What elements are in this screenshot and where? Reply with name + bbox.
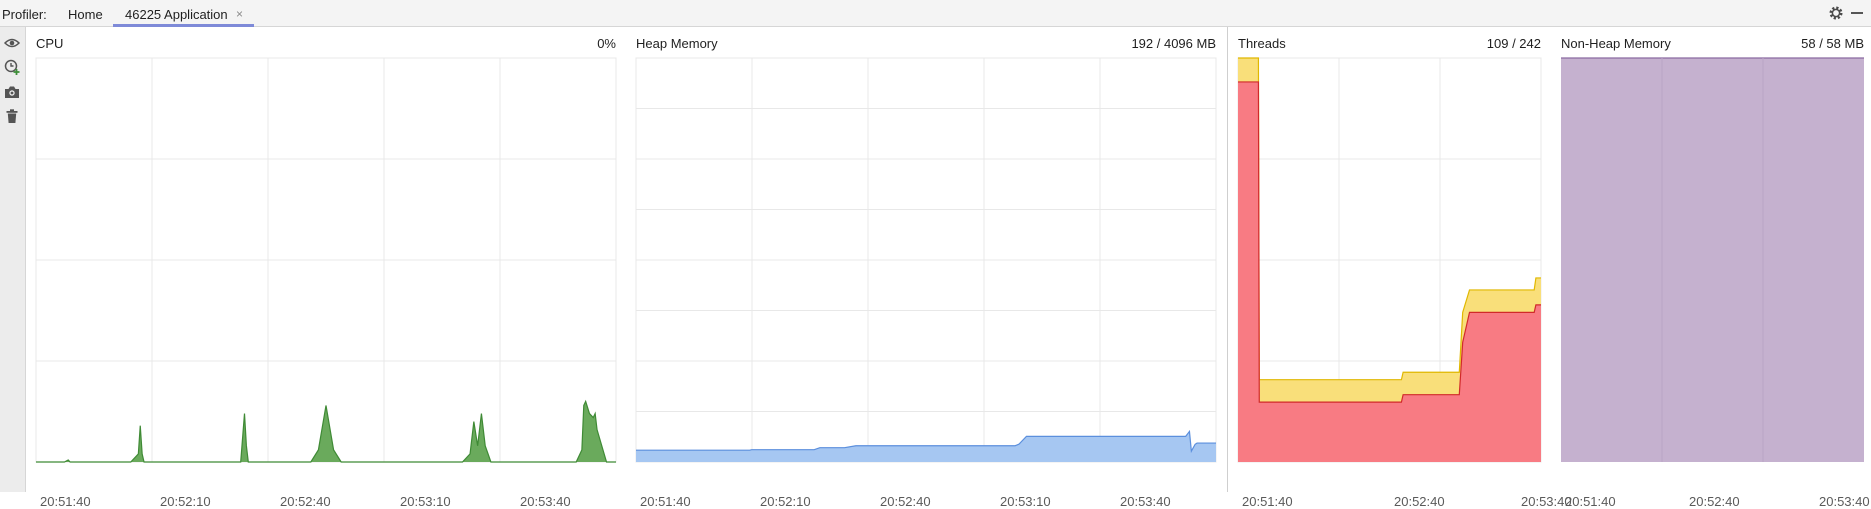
threads-x-tick: 20:51:40 [1242, 494, 1293, 509]
profiler-tab-bar: Profiler: Home 46225 Application × [0, 0, 1871, 27]
tab-application[interactable]: 46225 Application [125, 7, 228, 22]
cpu-x-tick: 20:53:10 [400, 494, 451, 509]
threads-x-tick: 20:52:40 [1394, 494, 1445, 509]
gear-icon[interactable] [1828, 5, 1844, 21]
cpu-x-tick: 20:52:10 [160, 494, 211, 509]
cpu-x-tick: 20:53:40 [520, 494, 571, 509]
nonheap-series-area [1561, 58, 1864, 462]
tab-home[interactable]: Home [68, 7, 103, 22]
threads-value: 109 / 242 [1486, 36, 1541, 51]
threads-chart [1237, 57, 1542, 463]
cpu-series-line [36, 399, 616, 463]
minimize-icon[interactable] [1851, 12, 1863, 14]
heap-title: Heap Memory [636, 36, 718, 51]
cpu-title: CPU [36, 36, 64, 51]
profiler-label: Profiler: [2, 7, 47, 22]
heap-value: 192 / 4096 MB [1131, 36, 1216, 51]
non-heap-memory-panel: Non-Heap Memory 58 / 58 MB 20:51:40 20:5… [1561, 28, 1870, 509]
cpu-panel: CPU 0% 20:51:40 20:52:10 20:52:40 20:53:… [35, 28, 617, 509]
heap-x-tick: 20:51:40 [640, 494, 691, 509]
threads-live-series-area [1238, 81, 1541, 463]
heap-x-tick: 20:53:10 [1000, 494, 1051, 509]
threads-live-series-line [1238, 81, 1541, 403]
nonheap-x-tick: 20:51:40 [1565, 494, 1616, 509]
cpu-value: 0% [597, 36, 616, 51]
non-heap-memory-chart [1561, 57, 1864, 462]
cpu-x-tick: 20:51:40 [40, 494, 91, 509]
cpu-series-area [36, 401, 616, 462]
heap-x-tick: 20:52:10 [760, 494, 811, 509]
clock-add-icon[interactable] [3, 58, 21, 76]
heap-memory-chart [635, 57, 1217, 463]
cpu-chart [35, 57, 617, 463]
nonheap-x-tick: 20:53:40 [1819, 494, 1870, 509]
heap-x-tick: 20:53:40 [1120, 494, 1171, 509]
heap-memory-panel: Heap Memory 192 / 4096 MB 20:51:40 20:52… [635, 28, 1217, 509]
trash-icon[interactable] [3, 107, 21, 125]
nonheap-value: 58 / 58 MB [1801, 36, 1864, 51]
eye-icon[interactable] [3, 34, 21, 52]
heap-series-area [636, 431, 1216, 462]
heap-series-line [636, 429, 1216, 454]
tab-close-icon[interactable]: × [236, 7, 244, 21]
cpu-x-tick: 20:52:40 [280, 494, 331, 509]
active-tab-indicator [113, 24, 254, 27]
nonheap-x-tick: 20:52:40 [1689, 494, 1740, 509]
panel-divider [1227, 27, 1228, 492]
threads-title: Threads [1238, 36, 1286, 51]
threads-panel: Threads 109 / 242 20:51:40 20:52:40 20:5… [1237, 28, 1572, 509]
profiler-sidebar [0, 27, 26, 492]
heap-x-tick: 20:52:40 [880, 494, 931, 509]
camera-icon[interactable] [3, 83, 21, 101]
nonheap-title: Non-Heap Memory [1561, 36, 1671, 51]
